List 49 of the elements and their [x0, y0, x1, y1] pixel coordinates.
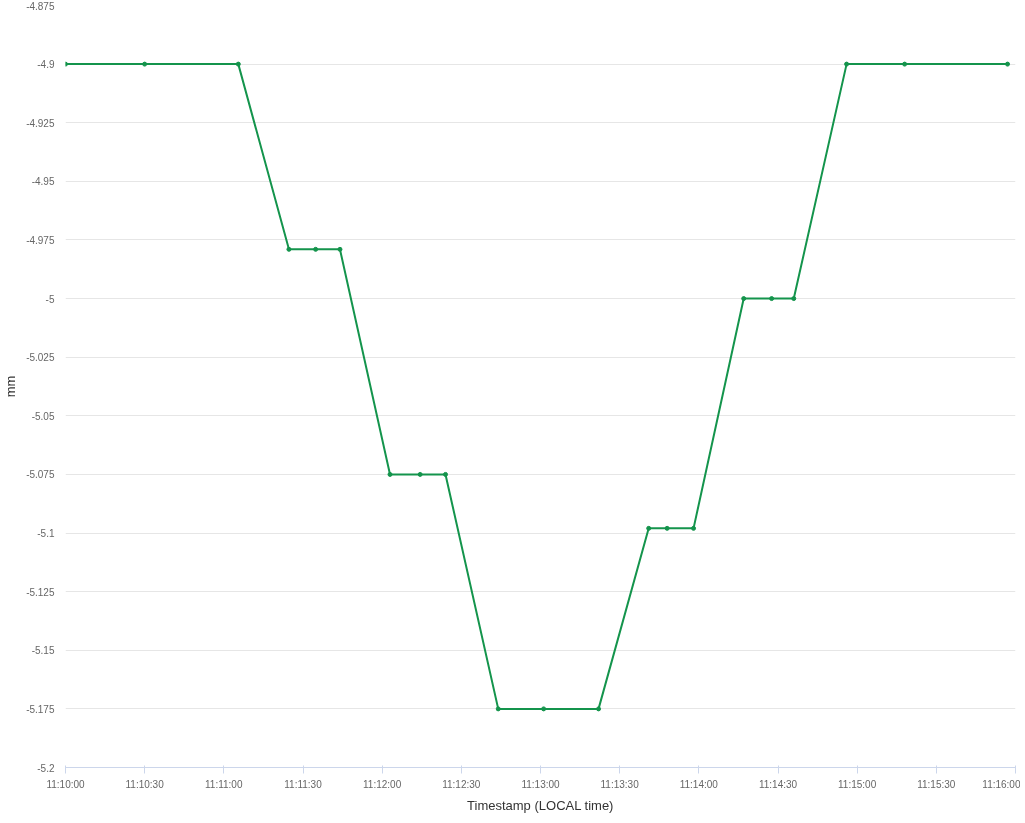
point [844, 61, 850, 67]
y-tick-label: -5.2 [37, 762, 55, 774]
point [387, 471, 393, 477]
x-tick-label: 11:13:30 [600, 778, 640, 790]
y-tick-label: -4.95 [31, 176, 55, 188]
point [417, 471, 423, 477]
x-tick-label: 11:11:00 [205, 778, 243, 790]
y-tick-label: -5.175 [26, 703, 55, 715]
point [235, 61, 241, 67]
x-tick-label: 11:15:00 [838, 778, 877, 790]
y-tick-label: -4.875 [26, 0, 55, 12]
point [313, 246, 319, 252]
y-tick-label: -4.975 [26, 234, 55, 246]
point [902, 61, 908, 67]
point [1005, 61, 1011, 67]
x-tick-label: 11:15:30 [917, 778, 956, 790]
y-axis-title: mm [3, 375, 19, 398]
point [691, 525, 697, 531]
y-tick-label: -5.125 [26, 586, 55, 598]
x-tick-label: 11:10:00 [46, 778, 86, 790]
y-tick-label: -4.9 [37, 59, 55, 71]
point [142, 61, 148, 67]
point [495, 706, 501, 712]
y-tick-label: -4.925 [26, 117, 55, 129]
point [286, 246, 292, 252]
x-tick-label: 11:11:30 [284, 778, 323, 790]
y-tick-label: -5.05 [31, 410, 55, 422]
x-tick-label: 11:16:00 [982, 778, 1021, 790]
x-tick-label: 11:13:00 [521, 778, 561, 790]
x-tick-label: 11:14:30 [758, 778, 798, 790]
point [443, 471, 448, 477]
x-tick-label: 11:14:00 [679, 778, 719, 790]
point [741, 296, 747, 302]
y-tick-label: -5.15 [31, 645, 55, 657]
x-tick-label: 11:12:30 [442, 778, 481, 790]
point [541, 706, 547, 712]
point [337, 246, 343, 252]
point [664, 525, 670, 531]
x-axis-title: Timestamp (LOCAL time) [467, 797, 614, 813]
x-tick-label: 11:10:30 [125, 778, 165, 790]
point [646, 525, 652, 531]
y-tick-label: -5.075 [26, 469, 55, 481]
y-tick-label: -5 [45, 293, 55, 305]
y-tick-label: -5.1 [37, 528, 55, 540]
point [596, 706, 602, 712]
point [791, 296, 797, 302]
y-tick-label: -5.025 [26, 352, 55, 364]
x-tick-label: 11:12:00 [363, 778, 402, 790]
point [769, 296, 775, 302]
